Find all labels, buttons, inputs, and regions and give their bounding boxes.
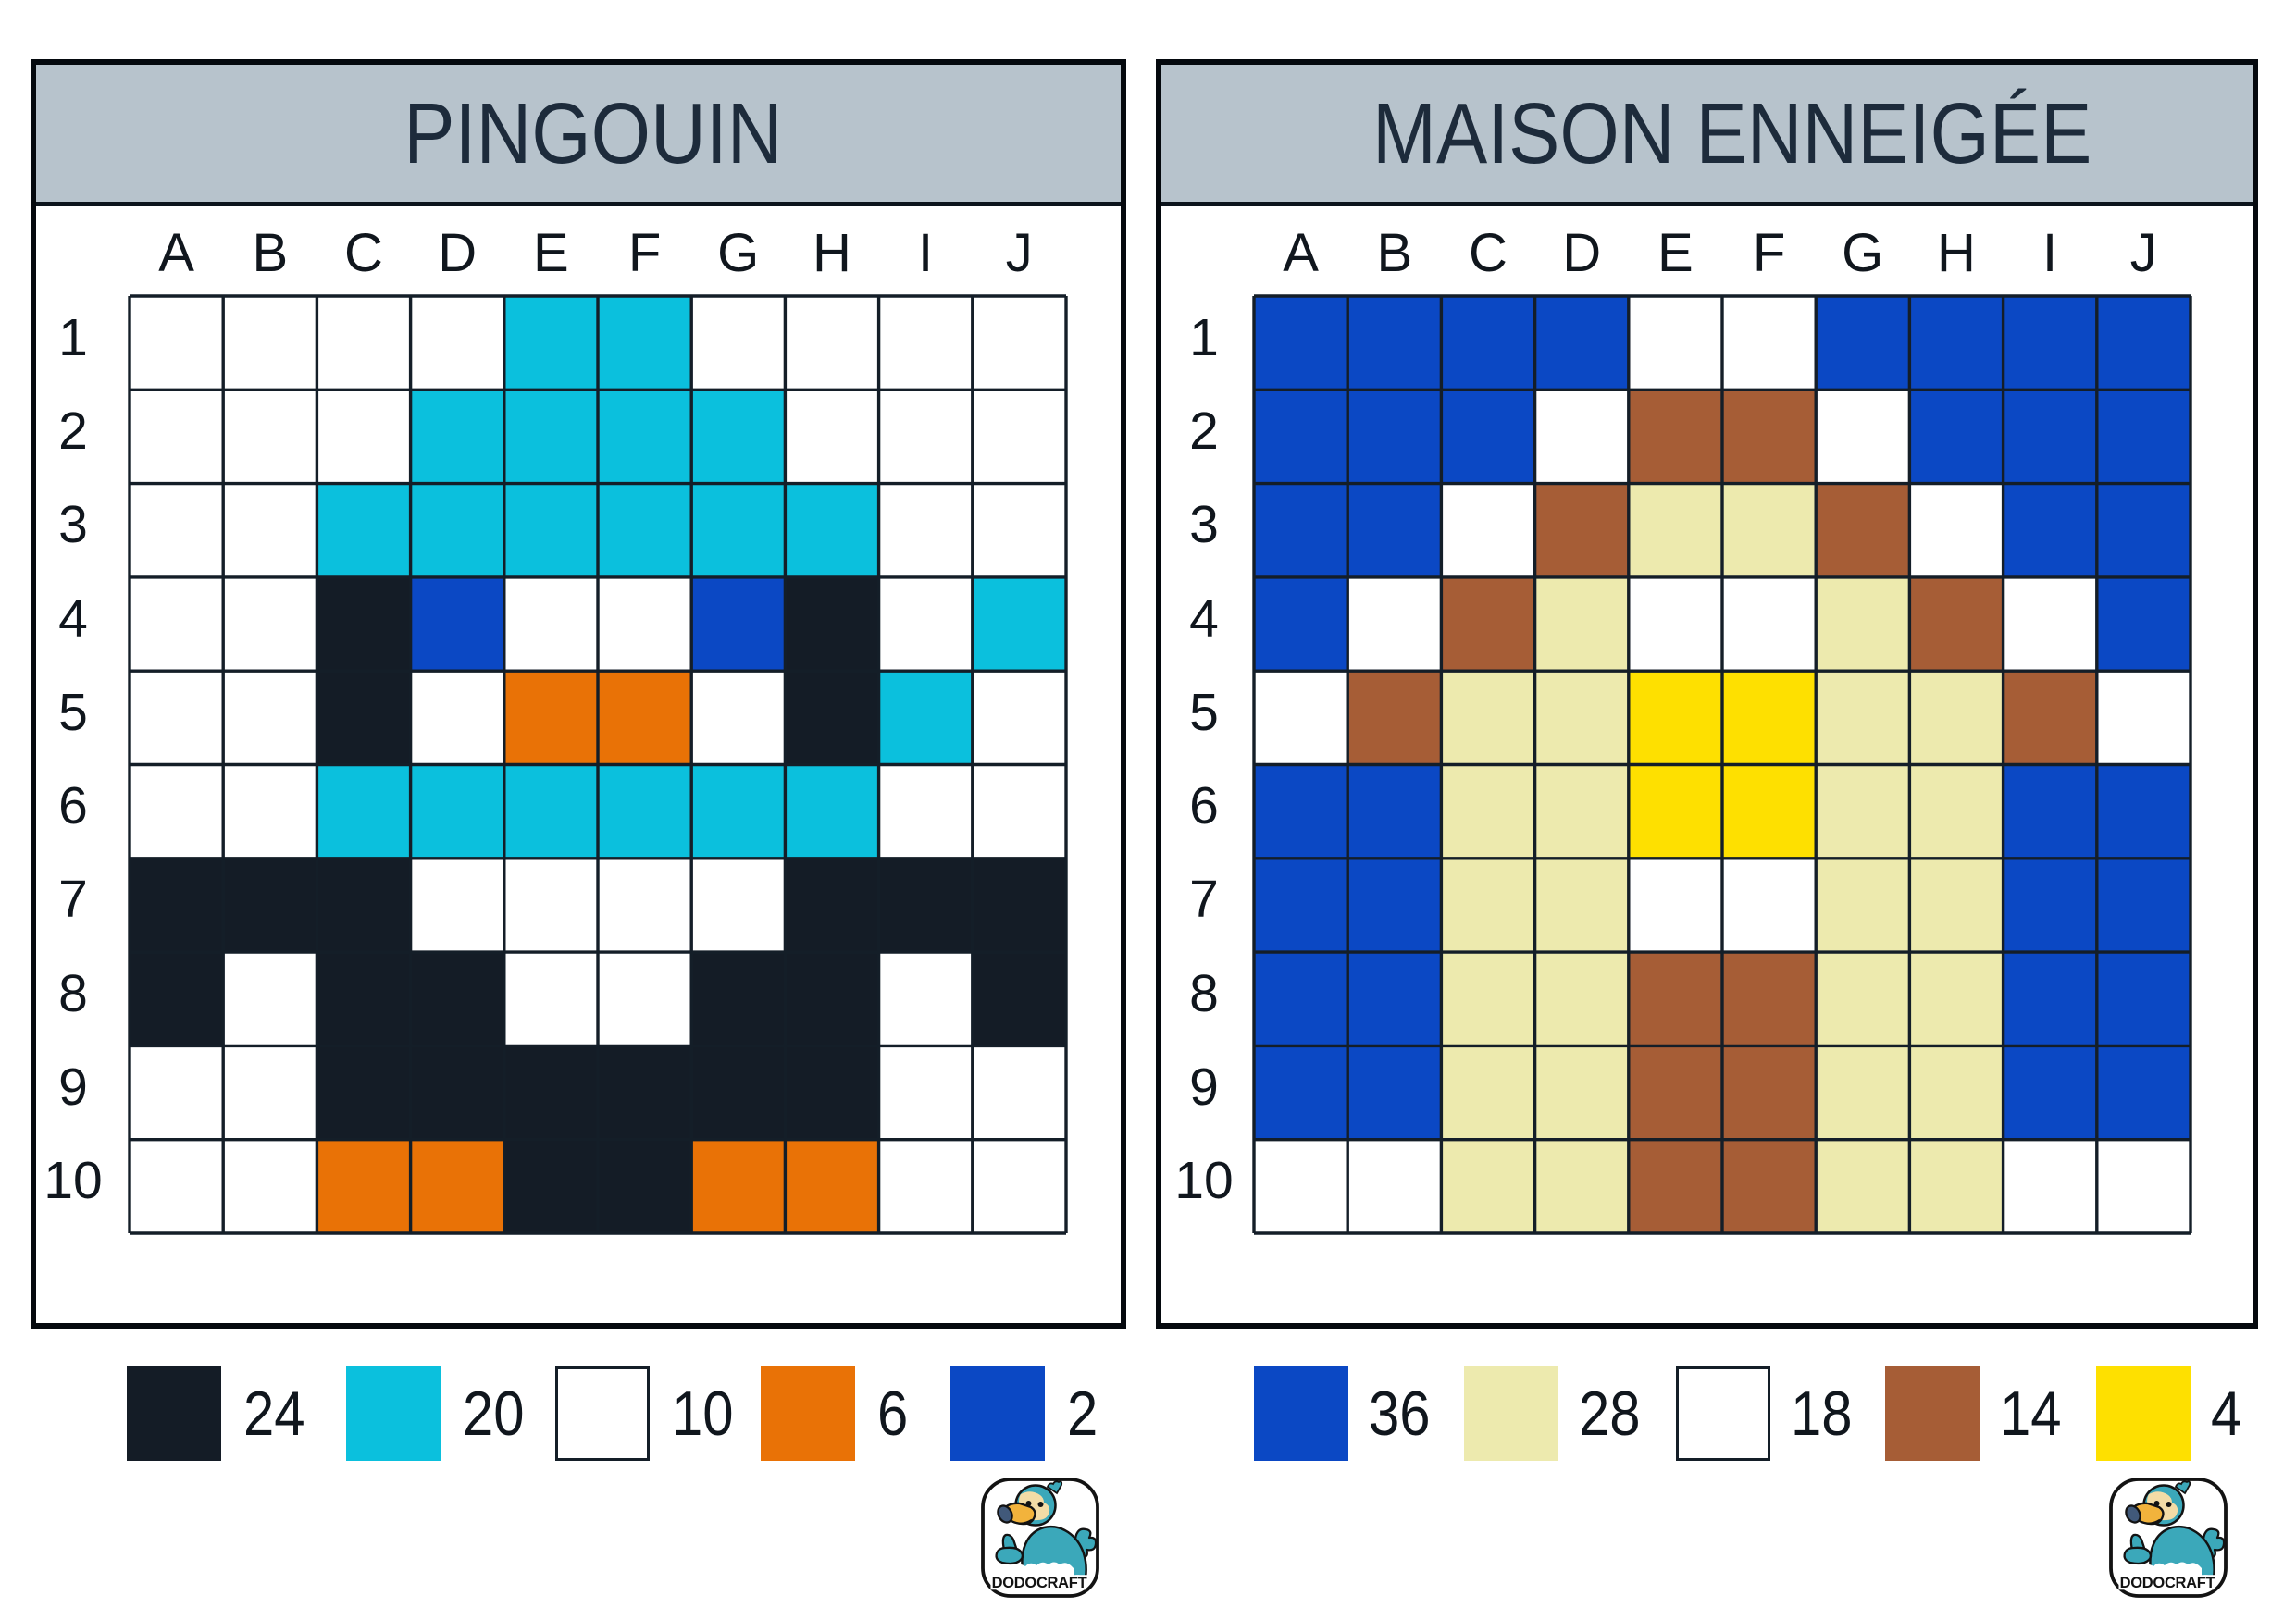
svg-text:DODOCRAFT: DODOCRAFT bbox=[2120, 1575, 2215, 1591]
svg-text:DODOCRAFT: DODOCRAFT bbox=[992, 1575, 1087, 1591]
